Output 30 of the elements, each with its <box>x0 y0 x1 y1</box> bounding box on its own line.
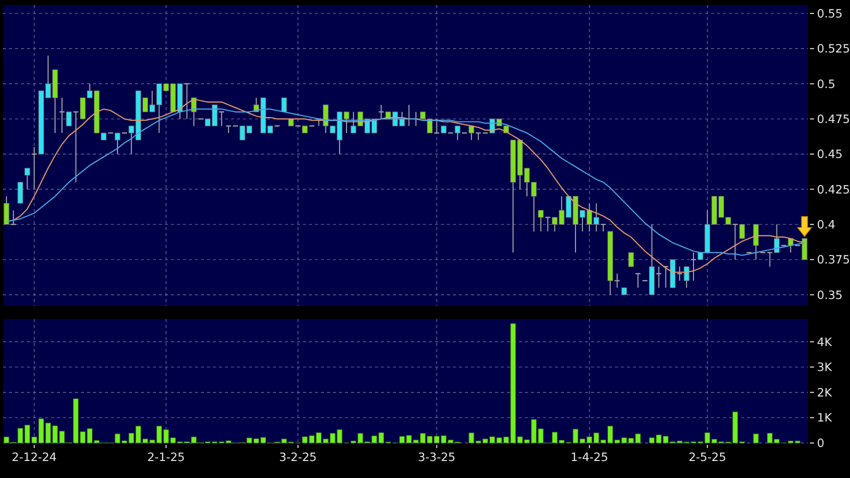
candlestick <box>614 273 620 288</box>
candlestick <box>628 252 634 268</box>
y-tick-label: 0.35 <box>817 288 843 302</box>
x-tick-label: 1-4-25 <box>570 450 608 464</box>
x-tick-label: 2-1-25 <box>147 450 185 464</box>
y-tick-label: 0.525 <box>817 42 850 56</box>
y-tick-label: 0.475 <box>817 112 850 126</box>
y-tick-label: 0.5 <box>817 76 836 91</box>
y-tick-label: 0 <box>817 436 824 450</box>
candlestick <box>538 210 544 232</box>
y-tick-label: 0.4 <box>817 217 836 232</box>
y-tick-label: 1K <box>817 410 832 425</box>
y-tick-label: 0.375 <box>817 252 850 267</box>
y-tick-label: 3K <box>817 360 832 374</box>
candlestick <box>184 83 190 120</box>
y-tick-label: 2K <box>817 385 832 400</box>
candlestick <box>281 97 287 112</box>
x-tick-label: 3-2-25 <box>279 450 317 464</box>
candlestick <box>753 224 759 260</box>
x-tick-label: 2-5-25 <box>688 450 726 464</box>
candlestick <box>24 168 30 190</box>
candlestick <box>18 182 24 204</box>
x-tick-label: 2-12-24 <box>12 450 57 464</box>
y-tick-label: 0.55 <box>817 6 843 20</box>
y-tick-label: 4K <box>817 334 832 349</box>
bar <box>753 434 759 444</box>
y-tick-label: 0.45 <box>817 147 843 162</box>
candlestick <box>739 224 745 239</box>
y-tick-label: 0.425 <box>817 182 850 196</box>
x-tick-label: 3-3-25 <box>418 450 456 464</box>
